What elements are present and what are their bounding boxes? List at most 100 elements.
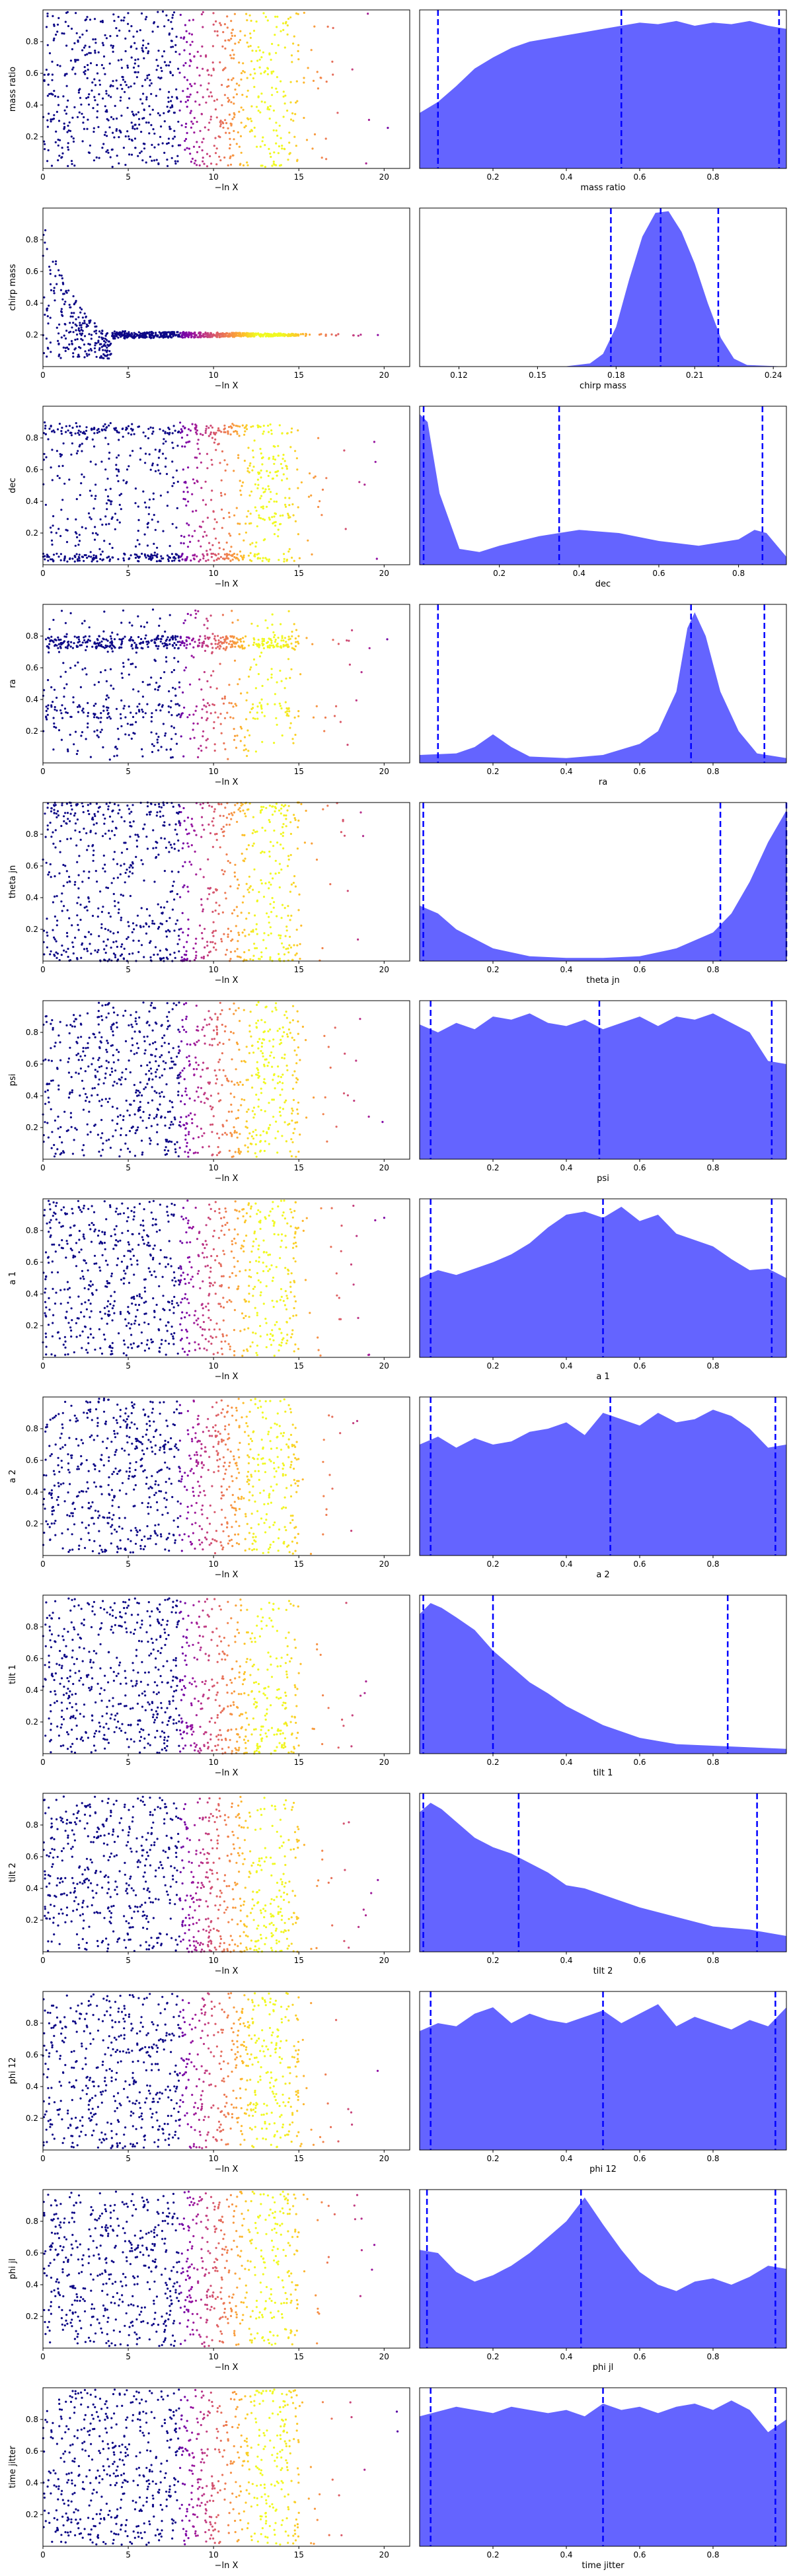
trace-point	[148, 333, 151, 336]
trace-point	[219, 61, 221, 63]
trace-point	[170, 846, 173, 849]
trace-point	[219, 22, 221, 24]
trace-point	[147, 557, 150, 560]
trace-point	[230, 812, 233, 814]
trace-point	[90, 518, 93, 520]
y-tick-label: 0.2	[26, 528, 38, 538]
trace-point	[102, 340, 106, 343]
trace-point	[152, 430, 155, 433]
trace-point	[56, 30, 59, 33]
trace-point	[110, 149, 113, 151]
trace-point	[76, 705, 79, 708]
trace-point	[77, 429, 80, 432]
trace-point	[280, 812, 282, 815]
trace-point	[163, 642, 166, 645]
trace-point	[86, 53, 89, 55]
trace-point	[280, 843, 282, 846]
trace-point	[295, 629, 298, 631]
trace-point	[239, 740, 242, 742]
trace-point	[77, 874, 80, 877]
trace-point	[155, 645, 158, 647]
trace-point	[86, 909, 89, 912]
trace-point	[296, 160, 299, 162]
trace-point	[225, 816, 228, 819]
trace-point	[304, 334, 307, 338]
trace-point	[130, 554, 132, 557]
trace-point	[180, 927, 182, 930]
trace-point	[137, 58, 139, 61]
trace-point	[240, 692, 243, 695]
trace-point	[196, 723, 199, 725]
trace-point	[174, 429, 176, 432]
trace-point	[111, 166, 114, 168]
trace-point	[254, 545, 257, 548]
trace-point	[134, 545, 137, 548]
trace-point	[56, 696, 58, 699]
trace-point	[108, 758, 111, 761]
trace-point	[231, 938, 234, 941]
trace-point	[228, 824, 231, 826]
trace-point	[113, 803, 116, 805]
trace-point	[215, 647, 217, 650]
trace-point	[65, 106, 68, 108]
trace-point	[50, 635, 53, 638]
trace-point	[71, 427, 74, 429]
trace-point	[277, 528, 280, 531]
trace-point	[246, 515, 248, 518]
trace-point	[104, 334, 107, 337]
trace-point	[151, 108, 154, 111]
trace-point	[49, 863, 52, 866]
trace-point	[217, 427, 220, 430]
trace-point	[94, 526, 96, 528]
x-tick-label: 0.4	[560, 172, 572, 182]
trace-point	[222, 702, 225, 705]
trace-point	[281, 826, 284, 828]
trace-point	[57, 340, 59, 342]
trace-point	[155, 855, 157, 859]
trace-point	[159, 135, 162, 138]
trace-point	[150, 720, 153, 723]
trace-point	[295, 1155, 297, 1158]
trace-point	[53, 805, 56, 807]
trace-point	[94, 646, 97, 649]
trace-point	[158, 559, 161, 562]
trace-point	[83, 620, 86, 622]
trace-point	[233, 138, 235, 141]
trace-point	[85, 906, 88, 908]
trace-point	[102, 709, 105, 712]
trace-point	[274, 458, 277, 461]
trace-point	[186, 612, 189, 616]
trace-point	[60, 610, 63, 612]
trace-point	[208, 542, 211, 544]
trace-point	[155, 94, 157, 97]
trace-point	[77, 353, 80, 356]
trace-point	[246, 161, 248, 164]
trace-point	[168, 110, 170, 112]
trace-point	[235, 1068, 237, 1071]
trace-point	[274, 34, 276, 36]
trace-point	[289, 446, 292, 448]
trace-point	[192, 722, 195, 725]
trace-point	[254, 553, 256, 555]
trace-point	[167, 558, 170, 561]
trace-point	[264, 488, 267, 491]
trace-point	[254, 750, 257, 753]
trace-point	[108, 830, 110, 832]
trace-point	[296, 1121, 299, 1124]
trace-point	[236, 553, 239, 556]
trace-point	[112, 45, 114, 48]
kde-area	[420, 211, 786, 367]
trace-point	[139, 926, 142, 929]
trace-point	[279, 332, 282, 335]
trace-point	[286, 1035, 289, 1038]
trace-point	[233, 335, 236, 338]
trace-point	[171, 106, 174, 108]
trace-point	[99, 721, 102, 723]
x-tick-label: 20	[379, 569, 389, 578]
trace-point	[78, 855, 81, 857]
trace-point	[54, 275, 57, 277]
trace-point	[256, 947, 258, 950]
trace-point	[117, 468, 120, 471]
trace-point	[52, 15, 54, 17]
trace-point	[124, 635, 126, 638]
